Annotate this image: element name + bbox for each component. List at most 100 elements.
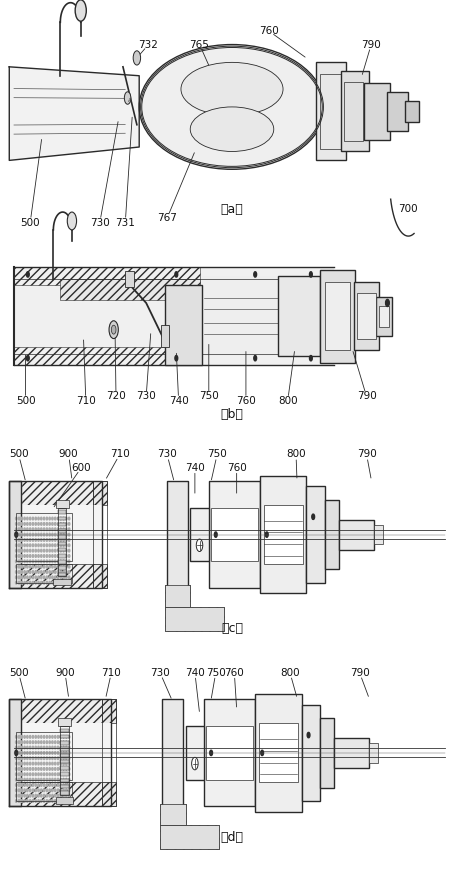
Bar bbox=[375, 297, 391, 336]
Circle shape bbox=[30, 544, 31, 546]
Bar bbox=[167, 481, 188, 588]
Circle shape bbox=[46, 795, 47, 797]
Circle shape bbox=[32, 517, 33, 519]
Circle shape bbox=[52, 746, 53, 748]
Circle shape bbox=[49, 522, 50, 525]
Circle shape bbox=[24, 576, 25, 579]
Circle shape bbox=[38, 554, 39, 558]
Bar bbox=[53, 579, 71, 585]
Circle shape bbox=[63, 581, 64, 584]
Circle shape bbox=[46, 779, 47, 781]
Circle shape bbox=[49, 746, 50, 748]
Bar bbox=[93, 481, 106, 588]
Circle shape bbox=[63, 538, 64, 541]
Circle shape bbox=[57, 549, 58, 552]
Circle shape bbox=[21, 784, 22, 786]
Bar bbox=[58, 529, 66, 533]
Polygon shape bbox=[9, 67, 139, 160]
Circle shape bbox=[55, 762, 56, 764]
Text: 790: 790 bbox=[349, 667, 369, 678]
Circle shape bbox=[21, 549, 22, 552]
Bar bbox=[201, 276, 336, 356]
Circle shape bbox=[32, 565, 33, 568]
Bar bbox=[353, 282, 378, 350]
Circle shape bbox=[26, 538, 28, 541]
Bar bbox=[58, 523, 66, 527]
Circle shape bbox=[63, 735, 64, 738]
Circle shape bbox=[63, 746, 64, 748]
Circle shape bbox=[38, 533, 39, 535]
Circle shape bbox=[55, 570, 56, 574]
Circle shape bbox=[26, 565, 28, 568]
Circle shape bbox=[35, 784, 36, 786]
Circle shape bbox=[49, 560, 50, 563]
Circle shape bbox=[60, 581, 61, 584]
Circle shape bbox=[32, 762, 33, 764]
Circle shape bbox=[32, 795, 33, 797]
Circle shape bbox=[52, 762, 53, 764]
Circle shape bbox=[41, 751, 42, 754]
Bar bbox=[164, 607, 224, 631]
Bar bbox=[263, 505, 302, 564]
Circle shape bbox=[60, 570, 61, 574]
Circle shape bbox=[260, 750, 263, 756]
Circle shape bbox=[21, 800, 22, 802]
Circle shape bbox=[63, 549, 64, 552]
Text: 750: 750 bbox=[207, 449, 226, 460]
Circle shape bbox=[49, 554, 50, 558]
Circle shape bbox=[55, 576, 56, 579]
Text: 900: 900 bbox=[55, 667, 75, 678]
Circle shape bbox=[63, 795, 64, 797]
Circle shape bbox=[35, 522, 36, 525]
Bar bbox=[315, 62, 345, 160]
Circle shape bbox=[57, 767, 58, 770]
Circle shape bbox=[30, 538, 31, 541]
Circle shape bbox=[24, 740, 25, 743]
Bar bbox=[58, 508, 66, 576]
Circle shape bbox=[41, 756, 42, 759]
Circle shape bbox=[24, 549, 25, 552]
Bar bbox=[164, 352, 201, 365]
Circle shape bbox=[35, 517, 36, 519]
Circle shape bbox=[66, 746, 67, 748]
Circle shape bbox=[26, 751, 28, 754]
Circle shape bbox=[57, 560, 58, 563]
Bar bbox=[9, 782, 111, 806]
Circle shape bbox=[63, 740, 64, 743]
Bar bbox=[60, 772, 69, 776]
Circle shape bbox=[46, 800, 47, 802]
Bar bbox=[338, 519, 373, 525]
Circle shape bbox=[60, 517, 61, 519]
Circle shape bbox=[66, 549, 67, 552]
Circle shape bbox=[66, 779, 67, 781]
Circle shape bbox=[21, 740, 22, 743]
Circle shape bbox=[38, 517, 39, 519]
Bar bbox=[190, 508, 208, 561]
Circle shape bbox=[49, 576, 50, 579]
Circle shape bbox=[32, 533, 33, 535]
Circle shape bbox=[55, 740, 56, 743]
Text: 710: 710 bbox=[110, 449, 129, 460]
Circle shape bbox=[46, 789, 47, 791]
Bar bbox=[58, 542, 66, 545]
Circle shape bbox=[41, 746, 42, 748]
Polygon shape bbox=[9, 699, 21, 806]
Bar bbox=[255, 694, 301, 721]
Bar bbox=[338, 544, 373, 550]
Circle shape bbox=[35, 576, 36, 579]
Circle shape bbox=[21, 570, 22, 574]
Text: 500: 500 bbox=[9, 449, 28, 460]
Circle shape bbox=[35, 527, 36, 530]
Circle shape bbox=[35, 762, 36, 764]
Bar bbox=[306, 486, 324, 583]
Circle shape bbox=[35, 533, 36, 535]
Circle shape bbox=[46, 560, 47, 563]
Circle shape bbox=[66, 517, 67, 519]
Circle shape bbox=[26, 581, 28, 584]
Bar bbox=[324, 556, 338, 569]
Circle shape bbox=[66, 800, 67, 802]
Bar bbox=[319, 718, 333, 732]
Circle shape bbox=[52, 538, 53, 541]
Circle shape bbox=[55, 549, 56, 552]
Circle shape bbox=[16, 576, 17, 579]
